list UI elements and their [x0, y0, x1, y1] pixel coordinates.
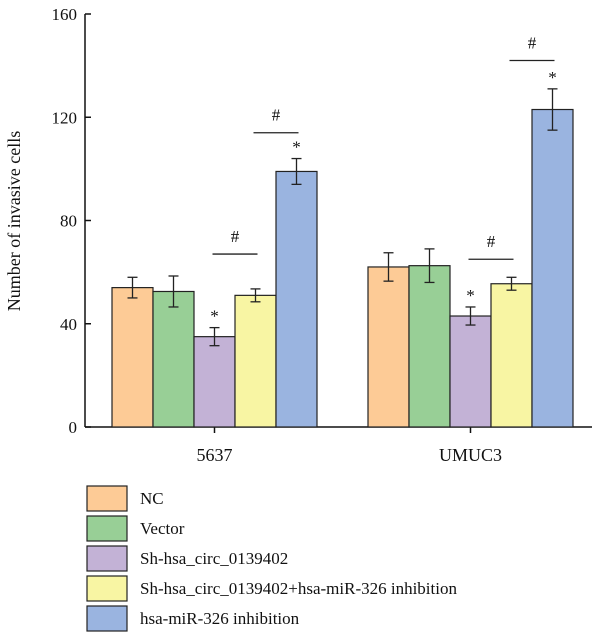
legend-label: NC — [140, 489, 164, 508]
bar — [275, 170, 318, 428]
bar — [408, 265, 451, 428]
significance-hash: # — [272, 106, 281, 125]
bar — [490, 283, 533, 428]
legend: NC Vector Sh-hsa_circ_0139402 Sh-hsa_circ_0… — [86, 485, 457, 632]
annotations: * * * * # # # # — [210, 33, 557, 325]
legend-swatch — [86, 485, 128, 512]
significance-hash: # — [528, 33, 537, 52]
y-axis-title: Number of invasive cells — [4, 131, 24, 311]
legend-label: Vector — [140, 519, 185, 538]
bar — [152, 290, 195, 428]
bar — [111, 287, 154, 428]
y-tick-label: 80 — [60, 212, 77, 231]
significance-asterisk: * — [292, 138, 301, 157]
significance-asterisk: * — [466, 286, 475, 305]
x-category-label: 5637 — [197, 445, 233, 465]
legend-label: Sh-hsa_circ_0139402 — [140, 549, 288, 568]
y-tick-label: 0 — [69, 418, 78, 437]
legend-swatch — [86, 575, 128, 602]
bars — [111, 88, 574, 428]
y-tick-label: 40 — [60, 315, 77, 334]
legend-swatch — [86, 545, 128, 572]
legend-label: hsa-miR-326 inhibition — [140, 609, 300, 628]
legend-swatch — [86, 515, 128, 542]
significance-asterisk: * — [210, 307, 219, 326]
bar — [234, 294, 277, 428]
legend-swatch — [86, 605, 128, 632]
y-tick-label: 120 — [52, 108, 78, 127]
x-category-label: UMUC3 — [439, 445, 502, 465]
bar — [531, 108, 574, 428]
bar — [193, 336, 236, 428]
bar — [367, 266, 410, 428]
significance-hash: # — [487, 232, 496, 251]
legend-label: Sh-hsa_circ_0139402+hsa-miR-326 inhibiti… — [140, 579, 457, 598]
significance-hash: # — [231, 227, 240, 246]
significance-asterisk: * — [548, 68, 557, 87]
bar — [449, 315, 492, 428]
y-tick-label: 160 — [52, 5, 78, 24]
